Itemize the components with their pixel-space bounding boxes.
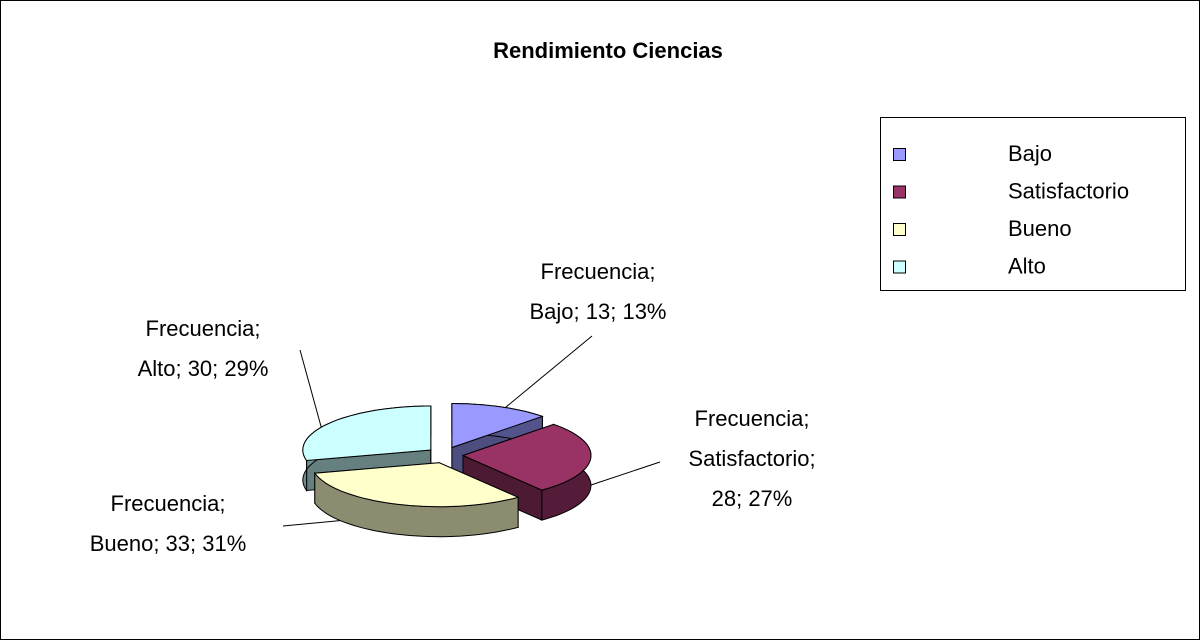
leader-lines <box>282 335 661 527</box>
pie-slice <box>313 461 520 538</box>
data-label: Satisfactorio; <box>688 446 815 471</box>
data-label: Alto; 30; 29% <box>138 356 269 381</box>
slice-top <box>313 462 520 508</box>
slice-top <box>461 423 592 491</box>
legend-label: Bajo <box>1008 141 1052 166</box>
legend-label: Bueno <box>1008 216 1072 241</box>
data-label: Bajo; 13; 13% <box>530 299 667 324</box>
chart-title: Rendimiento Ciencias <box>493 38 723 63</box>
data-label: Frecuencia; <box>541 259 656 284</box>
legend-swatch <box>893 223 906 236</box>
slice-top <box>451 403 544 449</box>
data-label: Frecuencia; <box>146 316 261 341</box>
data-label: Bueno; 33; 31% <box>90 531 247 556</box>
slice-top <box>302 405 432 462</box>
legend-box <box>880 117 1186 291</box>
leader-line <box>587 461 661 487</box>
legend-swatch <box>893 148 906 161</box>
data-label: 28; 27% <box>712 486 793 511</box>
leader-line <box>299 349 323 431</box>
legend-swatch <box>893 260 906 274</box>
data-label: Frecuencia; <box>695 406 810 431</box>
legend-label: Satisfactorio <box>1008 178 1129 203</box>
legend-swatch <box>893 185 906 199</box>
leader-line <box>499 335 593 413</box>
pie-slice <box>461 423 592 521</box>
data-label: Frecuencia; <box>111 491 226 516</box>
legend-label: Alto <box>1008 253 1046 278</box>
